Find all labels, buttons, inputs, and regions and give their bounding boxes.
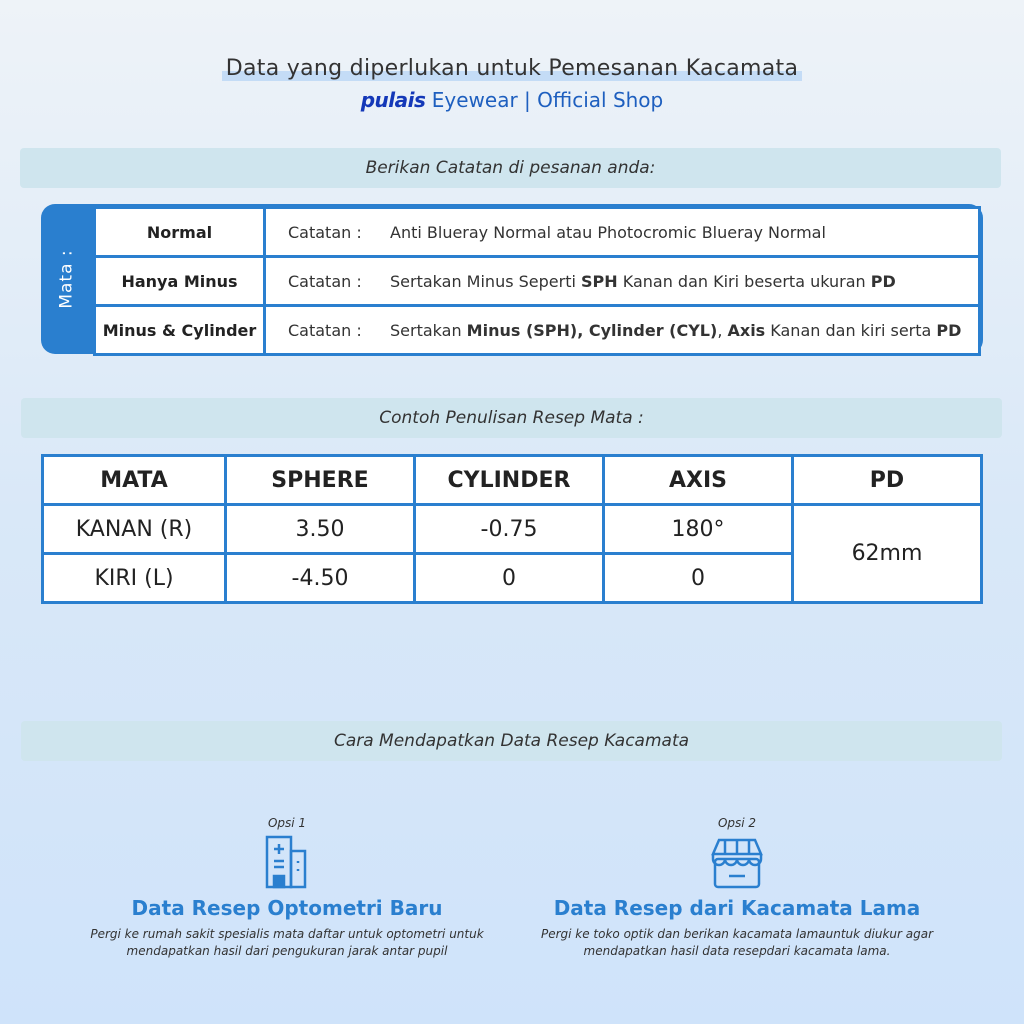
brand-logo: pulais (360, 88, 426, 112)
note-segment: Sertakan (390, 320, 467, 340)
note-text: Catatan : Sertakan Minus Seperti SPH Kana… (263, 255, 981, 307)
note-segment: Kanan dan kiri serta (765, 320, 937, 340)
note-label: Catatan : (288, 271, 362, 291)
note-label: Catatan : (288, 222, 362, 242)
notes-band: Berikan Catatan di pesanan anda: (20, 148, 1001, 188)
option-title: Data Resep dari Kacamata Lama (553, 896, 921, 920)
option-description: Pergi ke toko optik dan berikan kacamata… (540, 927, 934, 958)
note-segment: , (717, 320, 728, 340)
note-segment: Kanan dan Kiri beserta ukuran (617, 271, 871, 291)
note-segment: Axis (727, 320, 766, 340)
header-cylinder: CYLINDER (413, 454, 605, 506)
prescription-table: MATA SPHERE CYLINDER AXIS PD KANAN (R) 3… (41, 454, 983, 604)
brand-subtitle: pulais Eyewear | Official Shop (360, 88, 664, 112)
note-text: Catatan : Sertakan Minus (SPH), Cylinder … (263, 304, 981, 356)
page-title: Data yang diperlukan untuk Pemesanan Kac… (0, 56, 1024, 81)
lens-type: Normal (93, 206, 266, 258)
option-label: Opsi 2 (717, 816, 757, 830)
mata-side-label: Mata : (57, 249, 77, 309)
option-title: Data Resep Optometri Baru (131, 896, 443, 920)
hospital-icon (67, 834, 507, 890)
header-axis: AXIS (602, 454, 794, 506)
lens-type: Hanya Minus (93, 255, 266, 307)
note-segment: PD (936, 320, 962, 340)
header-mata: MATA (41, 454, 227, 506)
cell-eye: KANAN (R) (41, 503, 227, 555)
cell-sphere: 3.50 (224, 503, 416, 555)
example-band: Contoh Penulisan Resep Mata : (21, 398, 1002, 438)
option-2: Opsi 2 Data Resep dari Kacamata Lama Per… (517, 816, 957, 960)
table-row: KIRI (L) -4.50 0 0 (41, 552, 982, 604)
howto-band: Cara Mendapatkan Data Resep Kacamata (21, 721, 1002, 761)
header-sphere: SPHERE (224, 454, 416, 506)
header-pd: PD (791, 454, 983, 506)
cell-pd: 62mm (791, 503, 983, 604)
option-1: Opsi 1 Data Resep Optometri Baru Pergi k… (67, 816, 507, 960)
cell-cylinder: 0 (413, 552, 605, 604)
option-label: Opsi 1 (267, 816, 307, 830)
note-label: Catatan : (288, 320, 362, 340)
table-row: KANAN (R) 3.50 -0.75 180° 62mm (41, 503, 983, 604)
note-segment: PD (870, 271, 896, 291)
cell-eye: KIRI (L) (41, 552, 227, 604)
notes-table: Normal Catatan : Anti Blueray Normal atau … (93, 206, 981, 356)
cell-axis: 180° (602, 503, 794, 555)
note-segment: Sertakan Minus Seperti (390, 271, 582, 291)
cell-axis: 0 (602, 552, 794, 604)
table-header-row: MATA SPHERE CYLINDER AXIS PD (41, 454, 983, 506)
store-icon (517, 834, 957, 890)
note-segment: SPH (581, 271, 618, 291)
option-description: Pergi ke rumah sakit spesialis mata daft… (90, 927, 484, 958)
notes-row: Minus & Cylinder Catatan : Sertakan Minus … (93, 304, 981, 356)
cell-cylinder: -0.75 (413, 503, 605, 555)
cell-sphere: -4.50 (224, 552, 416, 604)
note-segment: Minus (SPH), Cylinder (CYL) (466, 320, 718, 340)
note-text: Catatan : Anti Blueray Normal atau Photoc… (263, 206, 981, 258)
note-segment: Anti Blueray Normal atau Photocromic Blu… (390, 222, 826, 242)
notes-row: Hanya Minus Catatan : Sertakan Minus Seper… (93, 255, 981, 307)
notes-row: Normal Catatan : Anti Blueray Normal atau … (93, 206, 981, 258)
lens-type: Minus & Cylinder (93, 304, 266, 356)
